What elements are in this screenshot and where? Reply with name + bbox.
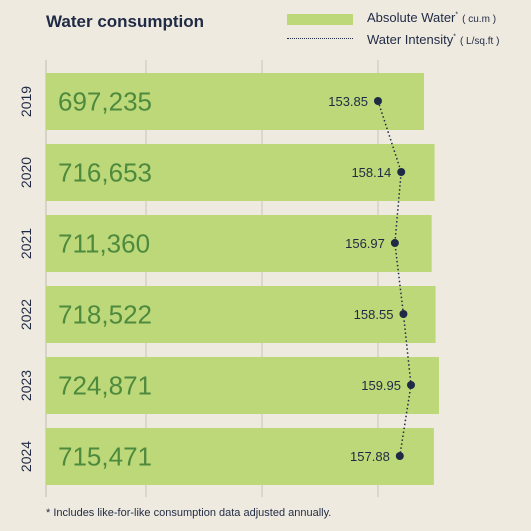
category-label-2020: 2020 bbox=[18, 157, 34, 188]
legend-item-water-intensity: Water Intensity*( L/sq.ft ) bbox=[367, 32, 499, 47]
bar-2022 bbox=[46, 286, 436, 343]
footnote: * Includes like-for-like consumption dat… bbox=[46, 507, 332, 519]
legend-line-water-intensity bbox=[287, 38, 353, 39]
intensity-point-2023 bbox=[407, 381, 416, 389]
intensity-label-2019: 153.85 bbox=[328, 94, 368, 109]
intensity-point-2022 bbox=[399, 310, 408, 318]
intensity-label-2023: 159.95 bbox=[361, 378, 401, 393]
bar-2021 bbox=[46, 215, 432, 272]
intensity-line bbox=[377, 100, 412, 457]
legend-label-absolute-water: Absolute Water bbox=[367, 10, 456, 25]
intensity-label-2021: 156.97 bbox=[345, 236, 385, 251]
legend-marker-water-intensity: * bbox=[453, 33, 456, 41]
intensity-point-2021 bbox=[390, 239, 399, 247]
bar-value-label-2021: 711,360 bbox=[58, 229, 150, 259]
intensity-label-2022: 158.55 bbox=[354, 307, 394, 322]
legend-marker-absolute-water: * bbox=[455, 11, 459, 19]
chart-legend: Absolute Water*( cu.m ) Water Intensity*… bbox=[287, 8, 527, 48]
bar-value-label-2022: 718,522 bbox=[58, 300, 152, 330]
intensity-point-2020 bbox=[397, 168, 406, 176]
legend-item-absolute-water: Absolute Water*( cu.m ) bbox=[367, 10, 496, 25]
intensity-label-2020: 158.14 bbox=[351, 165, 391, 180]
bar-value-label-2020: 716,653 bbox=[58, 158, 152, 188]
legend-swatch-absolute-water bbox=[287, 14, 353, 25]
category-label-2022: 2022 bbox=[18, 299, 34, 330]
bar-2023 bbox=[46, 357, 439, 414]
bar-2024 bbox=[46, 428, 434, 485]
intensity-point-2019 bbox=[374, 97, 382, 105]
category-label-2023: 2023 bbox=[18, 370, 34, 401]
legend-unit-water-intensity: ( L/sq.ft ) bbox=[459, 36, 500, 47]
chart-title: Water consumption bbox=[46, 12, 205, 31]
category-label-2019: 2019 bbox=[18, 86, 34, 117]
legend-label-water-intensity: Water Intensity bbox=[367, 32, 454, 47]
bar-value-label-2019: 697,235 bbox=[58, 87, 152, 117]
legend-unit-absolute-water: ( cu.m ) bbox=[462, 14, 497, 25]
intensity-point-2024 bbox=[395, 452, 404, 460]
category-label-2021: 2021 bbox=[18, 228, 34, 259]
bar-2019 bbox=[46, 73, 425, 130]
category-label-2024: 2024 bbox=[18, 441, 34, 472]
bar-2020 bbox=[46, 144, 435, 201]
bar-value-label-2024: 715,471 bbox=[58, 442, 152, 472]
intensity-label-2024: 157.88 bbox=[350, 449, 390, 464]
bar-value-label-2023: 724,871 bbox=[58, 371, 152, 401]
